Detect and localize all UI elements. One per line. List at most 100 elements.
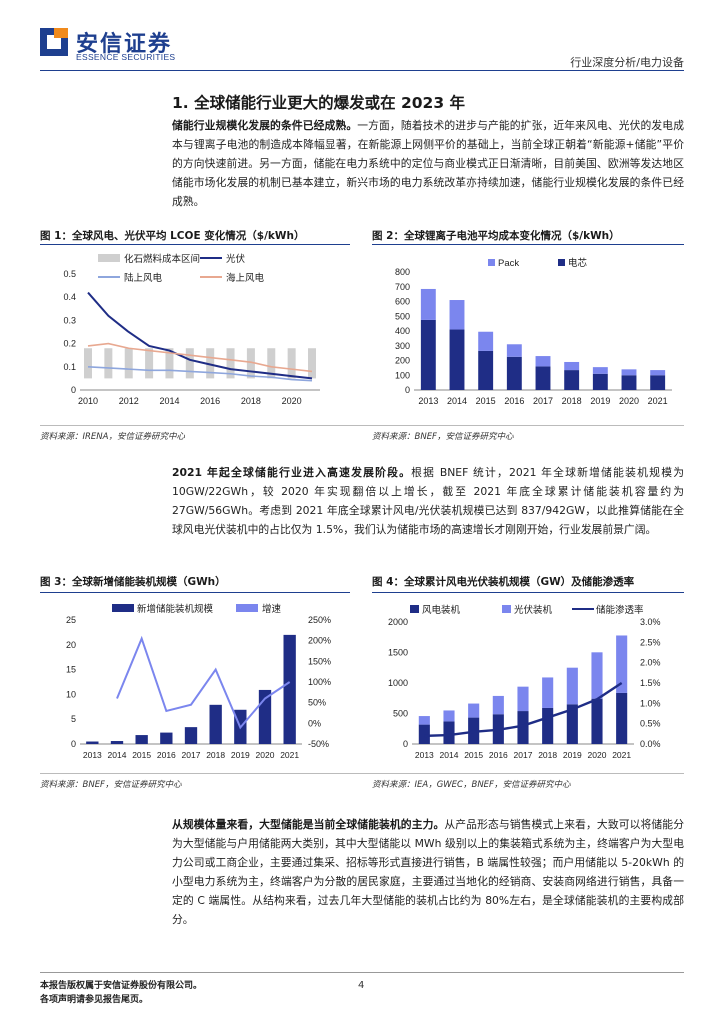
fig3-growth-line <box>116 635 291 730</box>
fig2-xtick-label: 2015 <box>476 396 496 406</box>
report-category: 行业深度分析/电力设备 <box>570 56 684 69</box>
fig1-xtick-label: 2012 <box>119 396 139 406</box>
fig1-fossil-band-bar <box>287 348 296 379</box>
fig2-legend-label: Pack <box>498 258 519 269</box>
fig4-title: 图 4：全球累计风电光伏装机规模（GW）及储能渗透率 <box>372 576 635 588</box>
fig2-title: 图 2：全球锂离子电池平均成本变化情况（$/kWh） <box>372 230 620 242</box>
fig4-xtick-label: 2021 <box>612 750 631 760</box>
page-header: 安信证券 ESSENCE SECURITIES 行业深度分析/电力设备 <box>0 0 724 72</box>
fig2-ytick-label: 200 <box>395 356 410 366</box>
fig2-pack-bar <box>592 367 608 374</box>
fig4-y2tick-label: 2.5% <box>640 637 661 647</box>
fig2-cell-bar <box>420 319 436 390</box>
section-title: 1. 全球储能行业更大的爆发或在 2023 年 <box>172 94 466 112</box>
fig3-y2tick-label: 250% <box>308 615 331 625</box>
fig2-ytick-label: 500 <box>395 311 410 321</box>
fig1-fossil-band-bar <box>206 348 215 379</box>
fig1-xtick-label: 2016 <box>200 396 220 406</box>
fig2-chart: 0 100 200 300 400 500 600 700 800 2013 2014 2015 201… <box>395 257 672 406</box>
fig3-y2tick-label: 0% <box>308 718 321 728</box>
fig4-legend-label: 储能渗透率 <box>596 604 644 616</box>
fig1-legend-label: 化石燃料成本区间 <box>124 253 200 265</box>
fig3-xtick-label: 2019 <box>231 750 250 760</box>
fig2-cell-bar <box>650 375 666 390</box>
fig2-xtick-label: 2013 <box>418 396 438 406</box>
fig3-ytick-label: 15 <box>66 665 76 675</box>
fig1-xtick-label: 2014 <box>159 396 179 406</box>
fig3-ytick-label: 20 <box>66 640 76 650</box>
footer-copyright: 本报告版权属于安信证券股份有限公司。 <box>40 981 203 991</box>
fig3-legend-label: 增速 <box>262 603 282 615</box>
fig1-title-rule <box>40 244 350 245</box>
fig3-ytick-label: 0 <box>71 739 76 749</box>
paragraph-1: 储能行业规模化发展的条件已经成熟。一方面，随着技术的进步与产能的扩张，近年来风电… <box>172 116 684 211</box>
fig3-xtick-label: 2020 <box>256 750 275 760</box>
footer-divider <box>40 972 684 973</box>
fig4-ytick-label: 2000 <box>388 617 408 627</box>
fig3-title-rule <box>40 592 350 593</box>
fig3-chart: 0 5 10 15 20 25 -50% 0% 50% 100% 150% 200% 250% 2013 2… <box>66 603 331 760</box>
fig2-pack-bar <box>478 331 494 351</box>
fig2-xtick-label: 2018 <box>562 396 582 406</box>
fig2-cell-bar <box>478 350 494 390</box>
fig2-ytick-label: 0 <box>405 385 410 395</box>
fig4-wind-bar <box>443 721 455 744</box>
fig1-fossil-band-bar <box>84 348 92 379</box>
fig1-fossil-band-bar <box>185 348 194 379</box>
fig3-y2tick-label: 100% <box>308 677 331 687</box>
fig1-ytick-label: 0.4 <box>63 292 76 302</box>
fig3-new-storage-bar <box>110 741 124 744</box>
fig4-legend-swatch <box>410 605 419 613</box>
fig2-xtick-label: 2016 <box>504 396 524 406</box>
paragraph-2: 2021 年起全球储能行业进入高速发展阶段。根据 BNEF 统计，2021 年全… <box>172 463 684 539</box>
fig2-pack-bar <box>535 356 551 367</box>
fig2-xtick-label: 2021 <box>648 396 668 406</box>
paragraph-3-lead: 从规模体量来看，大型储能是当前全球储能装机的主力。 <box>172 818 445 831</box>
fig4-solar-bar <box>468 703 480 718</box>
fig4-solar-bar <box>443 710 455 722</box>
fig1-ytick-label: 0 <box>71 385 76 395</box>
fig2-pack-bar <box>564 361 580 371</box>
fig2-pack-bar <box>621 369 637 376</box>
paragraph-3: 从规模体量来看，大型储能是当前全球储能装机的主力。从产品形态与销售模式上来看，大… <box>172 815 684 929</box>
fig4-xtick-label: 2019 <box>563 750 582 760</box>
fig2-ytick-label: 800 <box>395 267 410 277</box>
fig1-xtick-label: 2020 <box>282 396 302 406</box>
fig4-chart: 0 500 1000 1500 2000 0.0% 0.5% 1.0% 1.5% 2.0% 2.5%… <box>388 604 661 760</box>
fig1-legend-label: 陆上风电 <box>124 272 163 284</box>
fig3-ytick-label: 5 <box>71 714 76 724</box>
fig4-title-rule <box>372 592 684 593</box>
fig2-pack-bar <box>650 370 666 376</box>
fig1-ytick-label: 0.5 <box>63 269 76 279</box>
fig1-source: 资料来源：IRENA，安信证券研究中心 <box>40 432 185 442</box>
fig3-y2tick-label: 200% <box>308 636 331 646</box>
fig2-cell-bar <box>535 366 551 390</box>
fig2-legend-swatch <box>488 259 495 266</box>
fig4-legend-swatch <box>502 605 511 613</box>
fig2-xtick-label: 2014 <box>447 396 467 406</box>
fig4-xtick-label: 2014 <box>440 750 459 760</box>
footer-disclaimer: 各项声明请参见报告尾页。 <box>40 995 149 1005</box>
paragraph-3-body: 从产品形态与销售模式上来看，大致可以将储能分为大型储能与户用储能两大类别，其中大… <box>172 818 684 926</box>
fig2-title-rule <box>372 244 684 245</box>
fig4-wind-bar <box>418 724 430 744</box>
fig1-fossil-band-bar <box>246 348 255 379</box>
fig1-legend-label: 光伏 <box>226 253 246 265</box>
fig2-ytick-label: 700 <box>395 282 410 292</box>
fig1-ytick-label: 0.1 <box>63 362 76 372</box>
fig4-ytick-label: 1500 <box>388 648 408 658</box>
fig2-xtick-label: 2020 <box>619 396 639 406</box>
fig2-legend-swatch <box>558 259 565 266</box>
fig1-fossil-band-bar <box>124 348 133 379</box>
fig4-source: 资料来源：IEA，GWEC，BNEF，安信证券研究中心 <box>372 780 571 790</box>
paragraph-2-lead: 2021 年起全球储能行业进入高速发展阶段。 <box>172 466 412 479</box>
fig4-ytick-label: 1000 <box>388 678 408 688</box>
fig3-y2tick-label: 50% <box>308 698 326 708</box>
fig1-fossil-band-bar <box>267 348 276 379</box>
fig4-solar-bar <box>517 686 529 712</box>
fig1-fossil-band-bar <box>226 348 235 379</box>
fig4-y2tick-label: 2.0% <box>640 658 661 668</box>
fig4-xtick-label: 2015 <box>464 750 483 760</box>
fig4-xtick-label: 2013 <box>415 750 434 760</box>
fig3-legend-label: 新增储能装机规模 <box>137 603 214 615</box>
